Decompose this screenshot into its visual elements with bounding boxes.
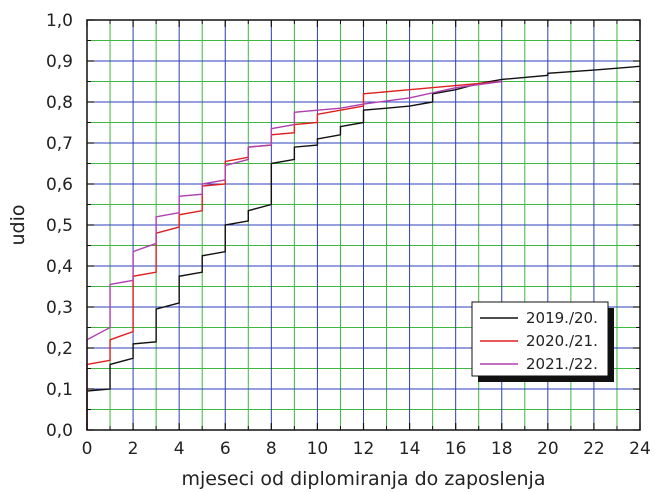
x-tick-label: 0	[82, 439, 93, 459]
x-tick-label: 12	[353, 439, 375, 459]
y-tick-label: 0,7	[46, 134, 73, 154]
y-tick-label: 0,6	[46, 175, 73, 195]
x-axis-title: mjeseci od diplomiranja do zaposlenja	[182, 468, 546, 490]
x-tick-label: 16	[445, 439, 467, 459]
x-tick-label: 18	[491, 439, 513, 459]
x-tick-labels: 0 2 4 6 8 10 12 14 16 18 20 22 24	[82, 439, 651, 459]
series-line-3	[86, 80, 502, 430]
legend-label-1: 2019./20.	[526, 309, 598, 327]
x-tick-label: 24	[629, 439, 651, 459]
y-tick-labels: 0,0 0,1 0,2 0,3 0,4 0,5 0,6 0,7 0,8 0,9 1,0	[46, 11, 73, 441]
series-line-2	[86, 80, 502, 430]
x-tick-label: 14	[399, 439, 421, 459]
x-tick-label: 10	[307, 439, 329, 459]
y-tick-label: 0,9	[46, 52, 73, 72]
series-lines	[86, 65, 641, 430]
x-tick-label: 20	[537, 439, 559, 459]
x-tick-label: 2	[128, 439, 139, 459]
legend-label-3: 2021./22.	[526, 355, 598, 373]
legend: 2019./20. 2020./21. 2021./22.	[471, 301, 614, 382]
y-tick-label: 1,0	[46, 11, 73, 31]
x-tick-label: 4	[174, 439, 185, 459]
y-axis-title: udio	[7, 204, 29, 245]
y-tick-label: 0,3	[46, 298, 73, 318]
y-tick-label: 0,2	[46, 339, 73, 359]
y-tick-label: 0,1	[46, 380, 73, 400]
legend-label-2: 2020./21.	[526, 332, 598, 350]
x-tick-label: 22	[583, 439, 605, 459]
y-tick-label: 0,8	[46, 93, 73, 113]
axis-ticks	[86, 19, 641, 431]
y-tick-label: 0,0	[46, 421, 73, 441]
x-tick-label: 6	[220, 439, 231, 459]
y-tick-label: 0,5	[46, 216, 73, 236]
x-tick-label: 8	[266, 439, 277, 459]
y-tick-label: 0,4	[46, 257, 73, 277]
